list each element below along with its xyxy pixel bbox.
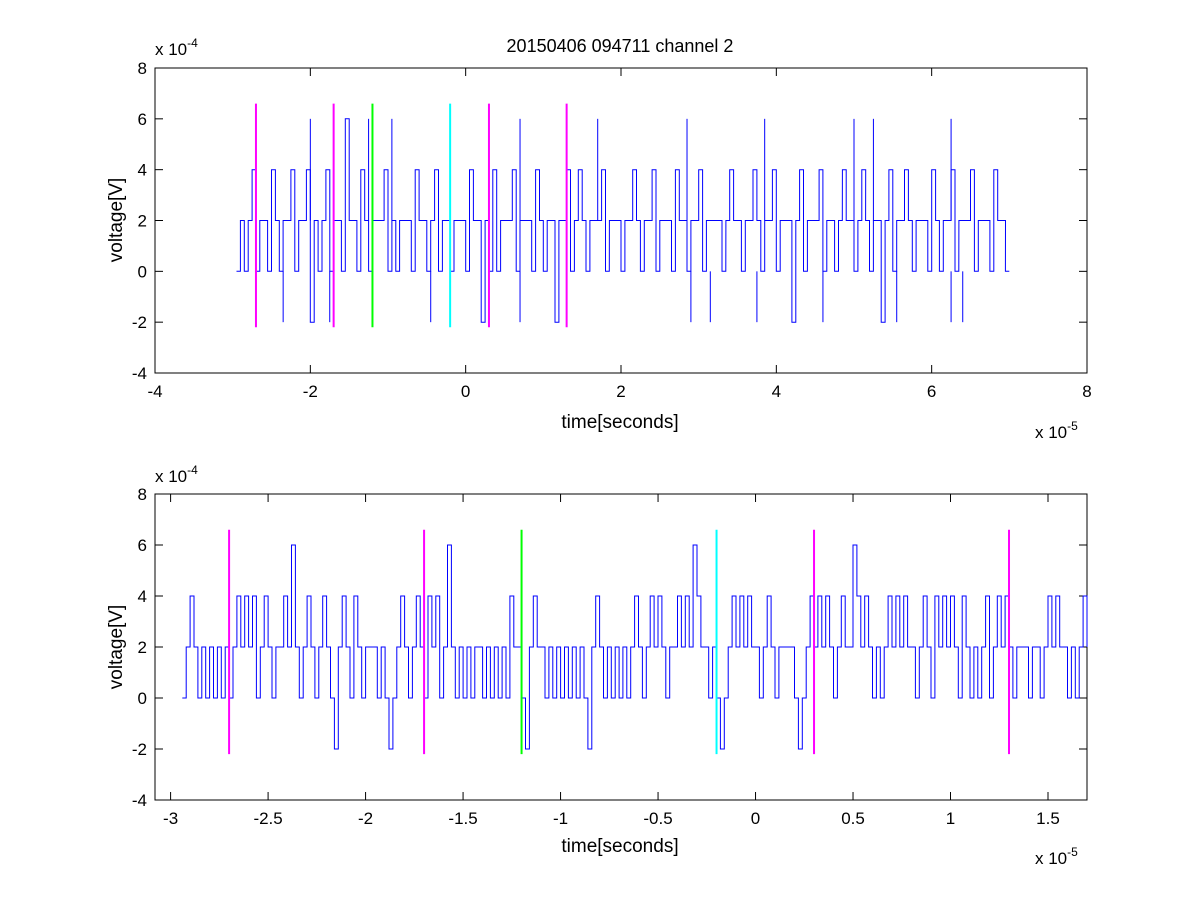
top-y-tick-label: -2: [132, 313, 147, 332]
bottom-y-tick-label: -4: [132, 791, 147, 810]
top-x-tick-label: 8: [1082, 382, 1091, 401]
bottom-x-tick-label: -1.5: [448, 809, 477, 828]
bottom-x-axis-label: time[seconds]: [561, 836, 678, 857]
bottom-plot: -3 -2.5 -2 -1.5 -1 -0.5 0 0.5 1 1.5 -4 -2 0 2 4 6 8 time…: [106, 463, 1088, 868]
bottom-x-exponent: x 10-5: [1035, 845, 1078, 868]
top-x-tick-label: 2: [616, 382, 625, 401]
bottom-x-tick-label: 1.5: [1036, 809, 1060, 828]
top-x-tick-label: 0: [461, 382, 470, 401]
top-x-tick-label: 4: [772, 382, 781, 401]
top-plot: 20150406 094711 channel 2 -4 -2 0 2 4 6 8 -4 -2 0…: [106, 36, 1092, 442]
bottom-y-tick-label: 0: [138, 689, 147, 708]
bottom-y-tick-label: -2: [132, 740, 147, 759]
bottom-x-tick-label: -2.5: [253, 809, 282, 828]
bottom-y-exponent-base: x 10: [155, 467, 187, 486]
top-signal-line: [236, 118, 1010, 323]
top-x-exponent-base: x 10: [1035, 423, 1067, 442]
bottom-y-tick-label: 8: [138, 485, 147, 504]
bottom-y-axis-label: voltage[V]: [106, 605, 127, 690]
top-x-tick-label: 6: [927, 382, 936, 401]
bottom-x-tick-label: -0.5: [643, 809, 672, 828]
bottom-x-tick-label: -1: [553, 809, 568, 828]
top-x-tick-label: -4: [147, 382, 162, 401]
bottom-y-exponent-power: -4: [187, 463, 198, 477]
top-y-exponent: x 10-4: [155, 36, 198, 59]
bottom-x-tick-label: -3: [163, 809, 178, 828]
bottom-x-tick-label: 0: [751, 809, 760, 828]
top-y-tick-label: 2: [138, 212, 147, 231]
top-x-tick-label: -2: [303, 382, 318, 401]
top-y-exponent-power: -4: [187, 36, 198, 50]
bottom-y-exponent: x 10-4: [155, 463, 198, 486]
bottom-y-tick-label: 6: [138, 536, 147, 555]
top-x-axis-label: time[seconds]: [561, 412, 678, 433]
bottom-y-tick-label: 2: [138, 638, 147, 657]
bottom-x-exponent-power: -5: [1067, 845, 1078, 859]
bottom-x-exponent-base: x 10: [1035, 849, 1067, 868]
top-x-exponent: x 10-5: [1035, 419, 1078, 442]
top-y-tick-label: 8: [138, 59, 147, 78]
chart-title: 20150406 094711 channel 2: [507, 36, 734, 56]
top-y-tick-label: 4: [138, 161, 147, 180]
top-signal: [236, 118, 1010, 323]
top-markers: [254, 103, 568, 328]
top-ticks: -4 -2 0 2 4 6 8 -4 -2 0 2 4 6 8: [132, 59, 1092, 401]
bottom-x-tick-label: 0.5: [841, 809, 865, 828]
top-y-axis-label: voltage[V]: [106, 178, 127, 263]
top-y-tick-label: -4: [132, 364, 147, 383]
bottom-signal-line: [182, 544, 1088, 750]
top-y-tick-label: 6: [138, 110, 147, 129]
top-x-exponent-power: -5: [1067, 419, 1078, 433]
bottom-x-tick-label: 1: [946, 809, 955, 828]
top-y-exponent-base: x 10: [155, 40, 187, 59]
bottom-signal: [182, 544, 1088, 750]
top-y-tick-label: 0: [138, 262, 147, 281]
bottom-y-tick-label: 4: [138, 587, 147, 606]
bottom-markers: [228, 529, 1011, 755]
bottom-x-tick-label: -2: [358, 809, 373, 828]
